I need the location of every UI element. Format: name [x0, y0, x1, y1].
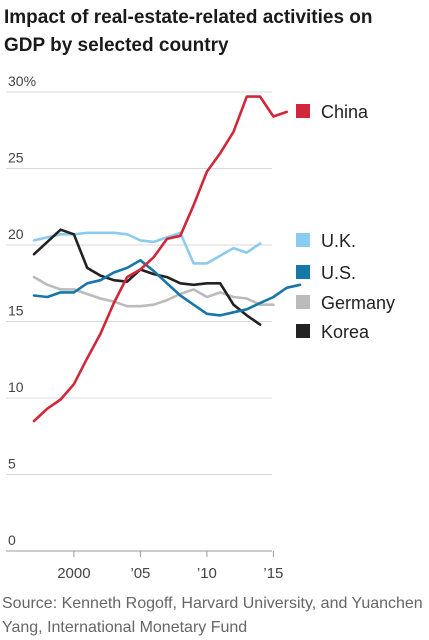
- x-tick-label: 2000: [57, 565, 90, 582]
- y-tick-label: 0: [8, 532, 16, 548]
- y-tick-label: 10: [8, 379, 24, 395]
- series-line-korea: [32, 228, 262, 326]
- series-line-china: [32, 95, 289, 423]
- series-line-us: [32, 258, 302, 317]
- gridlines: [6, 91, 272, 552]
- legend-label-uk: U.K.: [321, 231, 356, 251]
- series-line-uk: [32, 231, 262, 265]
- y-tick-label: 5: [8, 456, 16, 472]
- source-note: Source: Kenneth Rogoff, Harvard Universi…: [2, 595, 423, 636]
- y-axis-tick-labels: 0 5 10 15 20 25 30%: [8, 73, 36, 548]
- series-lines: [32, 95, 302, 423]
- legend-swatch-china: [296, 104, 310, 118]
- legend-label-us: U.S.: [321, 263, 356, 283]
- y-tick-label: 20: [8, 226, 24, 242]
- legend-swatch-uk: [296, 233, 310, 247]
- chart-title: Impact of real-estate-related activities…: [4, 7, 373, 56]
- legend-swatch-korea: [296, 324, 310, 338]
- x-tick-label: ’10: [197, 565, 217, 582]
- legend: China U.K. U.S. Germany Korea: [296, 102, 395, 342]
- legend-swatch-germany: [296, 295, 310, 309]
- legend-label-germany: Germany: [321, 293, 395, 313]
- legend-label-china: China: [321, 102, 369, 122]
- y-tick-label: 25: [8, 150, 24, 166]
- x-tick-label: ’15: [263, 565, 283, 582]
- y-tick-label: 15: [8, 303, 24, 319]
- x-axis: 2000 ’05 ’10 ’15: [57, 551, 283, 582]
- legend-label-korea: Korea: [321, 322, 370, 342]
- x-tick-label: ’05: [130, 565, 150, 582]
- series-line-germany: [32, 275, 275, 308]
- y-tick-label: 30%: [8, 73, 36, 89]
- legend-swatch-us: [296, 265, 310, 279]
- line-chart: 0 5 10 15 20 25 30% 2000 ’05 ’10 ’15 China U.K. U.S…: [6, 73, 395, 582]
